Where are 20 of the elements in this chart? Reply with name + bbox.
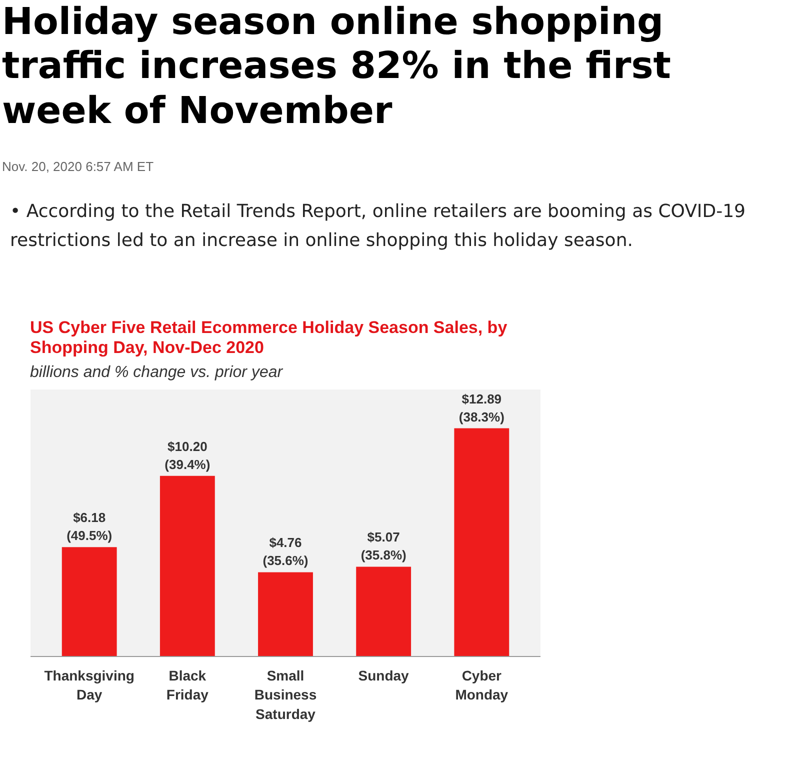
x-tick-label: Black Friday bbox=[166, 668, 209, 703]
text: Nov. 20, 2020 6:57 AM ET bbox=[2, 158, 154, 176]
x-tick-label: Sunday bbox=[358, 668, 410, 684]
x-tick-label: Thanksgiving Day bbox=[44, 668, 134, 703]
data-label: $10.20 (39.4%) bbox=[164, 438, 210, 472]
data-label: $5.07 (35.8%) bbox=[360, 530, 406, 563]
bar bbox=[356, 566, 412, 656]
data-label: $12.89 (38.3%) bbox=[458, 391, 504, 424]
data-label: $4.76 (35.6%) bbox=[262, 535, 308, 568]
data-label: $6.18 (49.5%) bbox=[66, 510, 112, 544]
x-tick-label: Small Business Saturday bbox=[254, 668, 317, 722]
bar bbox=[258, 572, 313, 656]
chart-title: US Cyber Five Retail Ecommerce Holiday Season Sales, by Shopping Day, Nov-Dec 2020 bbox=[30, 318, 508, 359]
bar bbox=[160, 476, 215, 656]
bar bbox=[454, 428, 510, 656]
x-tick-label: Cyber Monday bbox=[455, 668, 508, 703]
text: Holiday season online shopping traffic increases 82% in the first week of November bbox=[2, 0, 672, 134]
text: • According to the Retail Trends Report, online retailers are booming as COVID-19 restrictions led to an increase in online shopping this holiday season. bbox=[10, 200, 746, 253]
bar bbox=[62, 547, 117, 656]
chart-subtitle: billions and % change vs. prior year bbox=[30, 363, 283, 383]
